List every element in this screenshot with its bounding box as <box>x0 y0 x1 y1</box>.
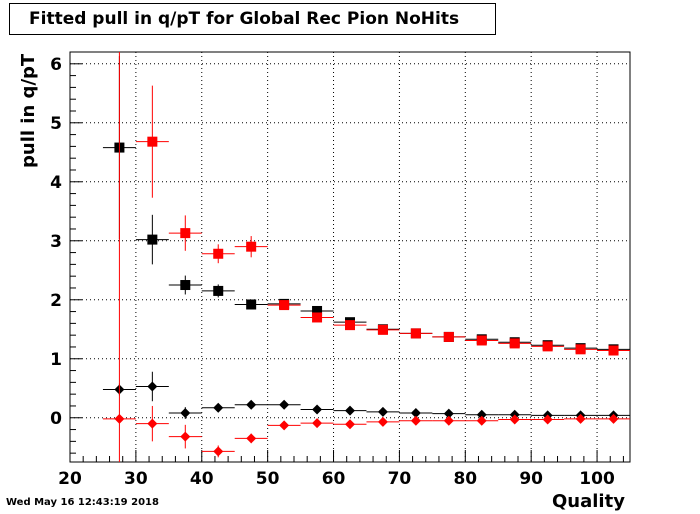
x-tick-label: 80 <box>453 469 477 489</box>
data-point-diamond <box>180 408 191 419</box>
x-tick-label: 100 <box>579 469 615 489</box>
data-point-square <box>509 338 520 349</box>
data-point-square <box>180 228 191 239</box>
data-point-diamond <box>246 399 257 410</box>
data-point-square <box>312 305 323 316</box>
data-point-square <box>180 280 191 291</box>
data-point-diamond <box>476 409 487 420</box>
data-point-diamond <box>377 416 388 427</box>
data-point-diamond <box>147 418 158 429</box>
x-tick-label: 40 <box>190 469 214 489</box>
data-point-diamond <box>575 413 586 424</box>
x-tick-label: 70 <box>388 469 412 489</box>
data-point-diamond <box>312 418 323 429</box>
data-point-square <box>213 285 224 296</box>
data-point-diamond <box>410 415 421 426</box>
x-tick-label: 90 <box>519 469 543 489</box>
data-point-square <box>246 299 257 310</box>
data-point-square <box>147 234 158 245</box>
data-point-square <box>542 341 553 352</box>
data-point-diamond <box>608 413 619 424</box>
x-tick-label: 20 <box>58 469 82 489</box>
data-point-diamond <box>180 431 191 442</box>
plot-frame <box>69 51 631 463</box>
x-axis-label: Quality <box>552 491 625 512</box>
y-tick-label: 0 <box>50 409 62 429</box>
y-tick-label: 2 <box>50 291 62 311</box>
data-point-diamond <box>213 402 224 413</box>
data-point-diamond <box>345 405 355 416</box>
data-point-square <box>147 136 158 147</box>
data-point-diamond <box>312 404 323 415</box>
data-point-diamond <box>213 446 224 457</box>
data-point-diamond <box>279 399 290 410</box>
data-point-diamond <box>410 408 421 419</box>
data-point-diamond <box>377 406 388 417</box>
y-tick-label: 3 <box>50 232 62 252</box>
data-point-diamond <box>476 415 487 426</box>
y-tick-label: 1 <box>50 350 62 370</box>
data-point-square <box>410 328 421 339</box>
data-point-diamond <box>147 381 158 392</box>
data-point-square <box>443 331 454 342</box>
data-point-diamond <box>246 433 257 444</box>
data-point-square <box>279 300 290 311</box>
data-point-diamond <box>114 413 125 424</box>
data-point-square <box>377 324 388 335</box>
timestamp: Wed May 16 12:43:19 2018 <box>6 497 159 508</box>
x-tick-label: 60 <box>322 469 346 489</box>
chart-title: Fitted pull in q/pT for Global Rec Pion … <box>9 3 496 35</box>
data-point-diamond <box>443 415 454 426</box>
y-tick-label: 5 <box>50 114 62 134</box>
data-point-diamond <box>443 408 454 419</box>
y-axis-label: pull in q/pT <box>18 53 39 168</box>
data-point-square <box>476 335 487 346</box>
y-tick-label: 4 <box>50 173 62 193</box>
data-point-square <box>213 248 224 259</box>
x-tick-label: 30 <box>124 469 148 489</box>
x-tick-label: 50 <box>256 469 280 489</box>
data-point-diamond <box>509 414 520 425</box>
data-point-square <box>246 241 257 252</box>
data-point-diamond <box>279 420 290 431</box>
data-point-diamond <box>345 419 355 430</box>
y-tick-label: 6 <box>50 55 62 75</box>
data-point-square <box>608 345 619 356</box>
data-point-square <box>345 320 355 331</box>
data-point-square <box>312 312 323 323</box>
data-point-square <box>575 344 586 355</box>
data-point-diamond <box>542 414 553 425</box>
